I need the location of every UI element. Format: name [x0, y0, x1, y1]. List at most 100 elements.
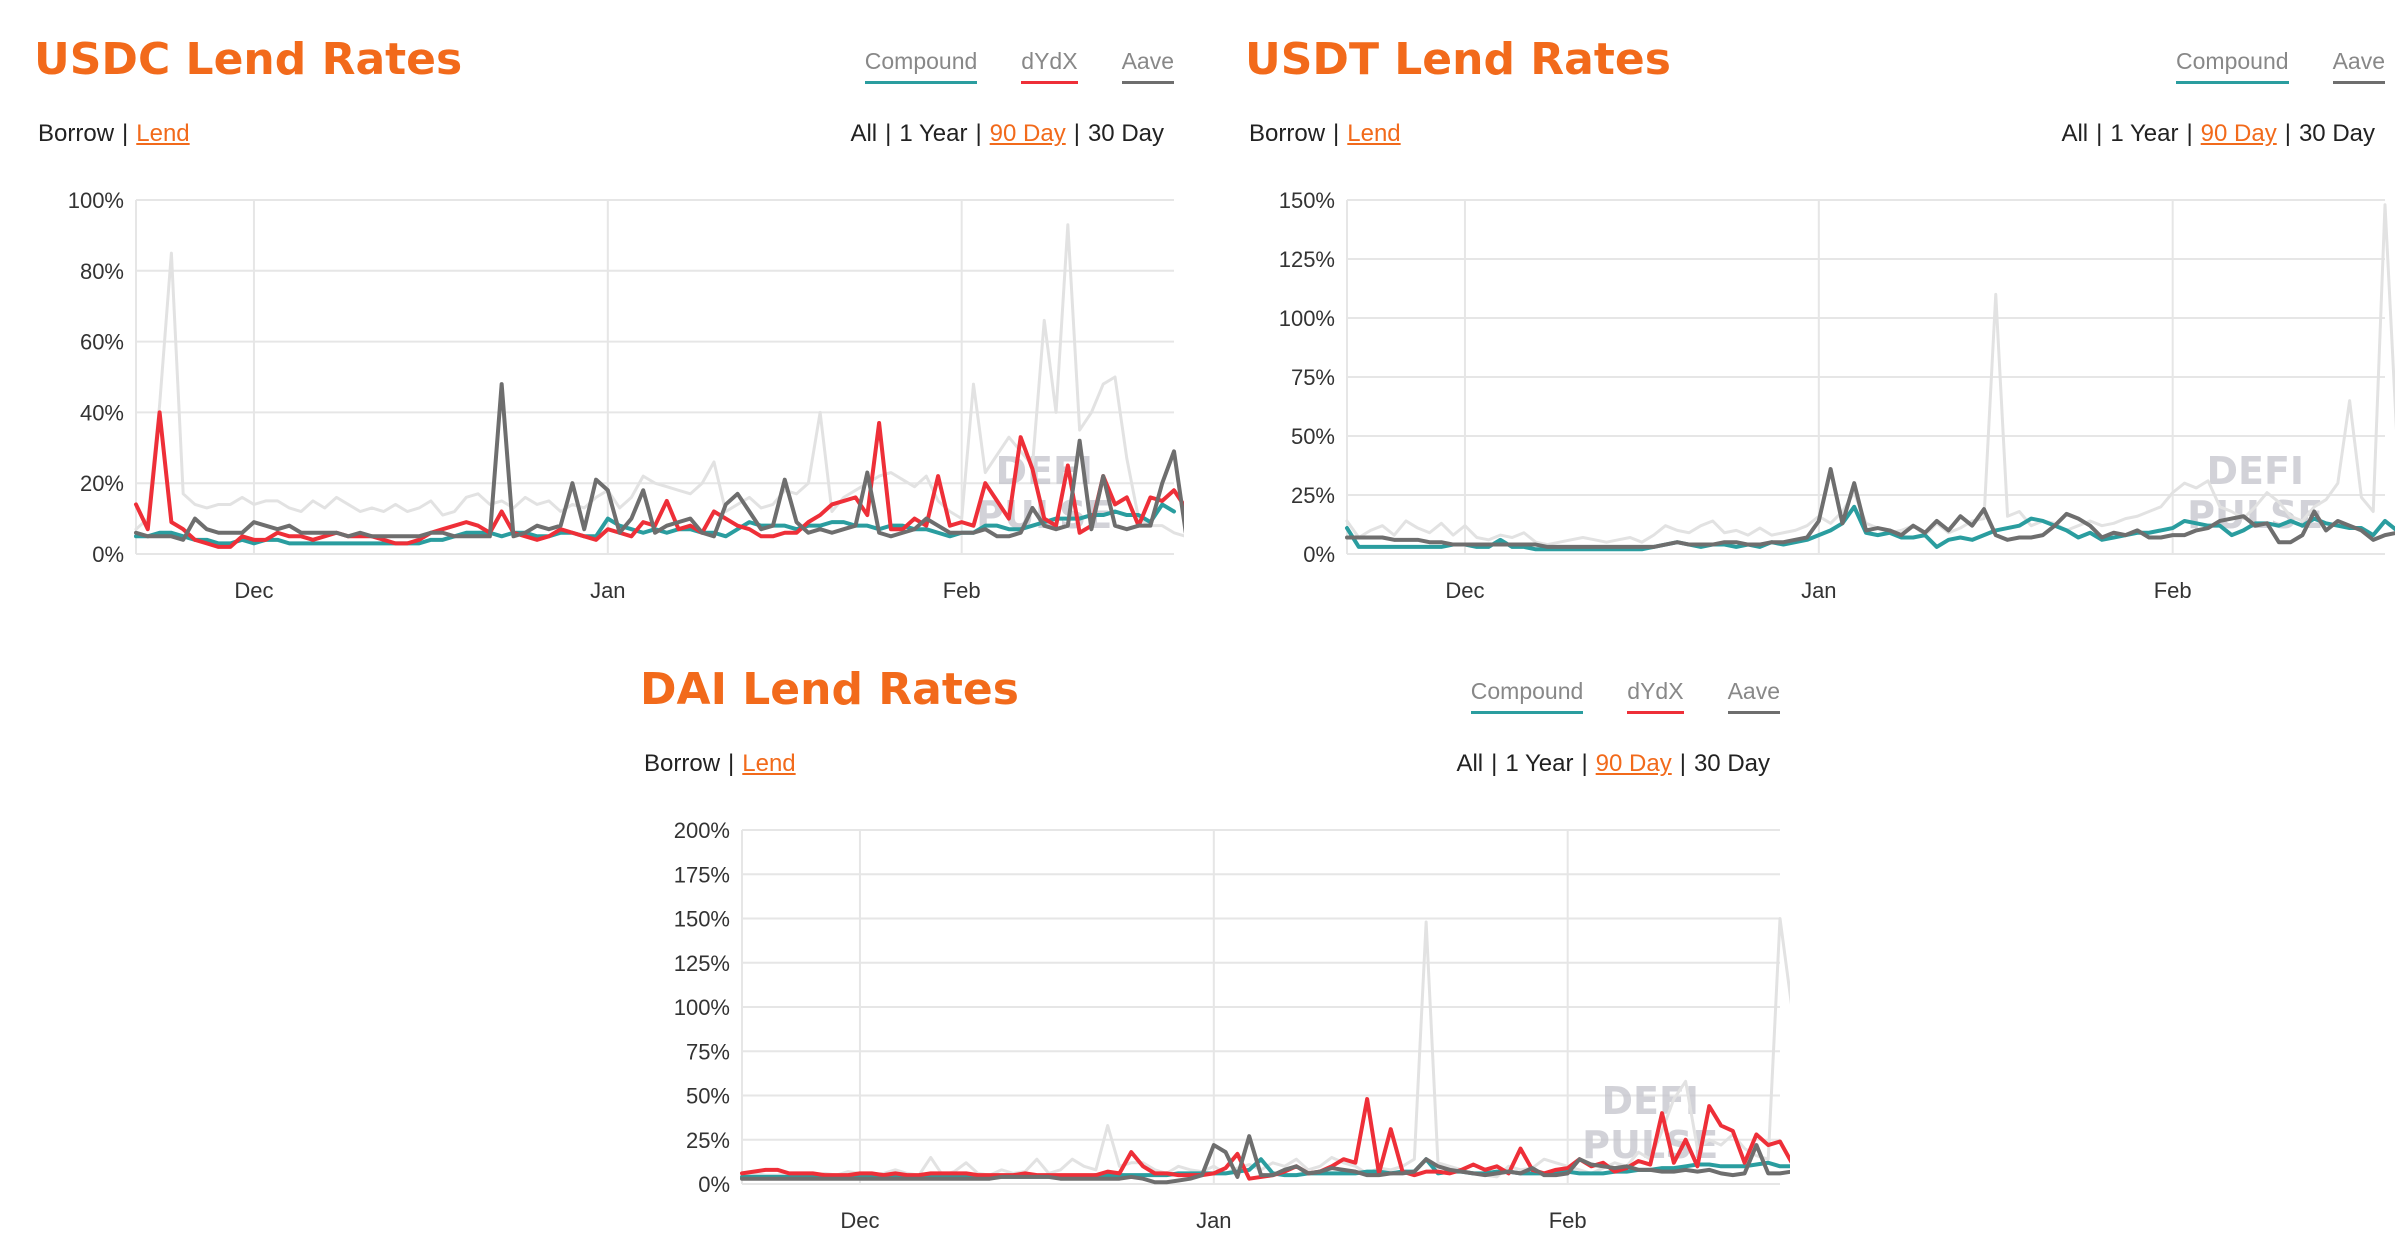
legend-compound[interactable]: Compound [1470, 678, 1584, 714]
separator: | [1491, 750, 1498, 777]
legend-aave[interactable]: Aave [2332, 48, 2385, 84]
usdt-chart: 0% 25% 50% 75% 100% 125% 150% Dec Jan Feb DEFIPULS… [1279, 188, 2395, 603]
borrow-toggle[interactable]: Borrow [38, 120, 115, 147]
dai-panel: DAI Lend Rates Compound dYdX Aave Borrow… [630, 644, 1790, 1244]
separator: | [2096, 120, 2103, 147]
separator: | [885, 120, 892, 147]
x-tick-label: Dec [1445, 578, 1484, 603]
usdt-panel: USDT Lend Rates Compound Aave Borrow | Len… [1235, 14, 2395, 614]
series-background-line [134, 223, 1184, 538]
lend-toggle[interactable]: Lend [742, 750, 796, 777]
panel-title: DAI Lend Rates [640, 664, 1019, 715]
x-tick-label: Feb [943, 578, 981, 603]
series-aave-line [1345, 467, 2395, 549]
range-30-day[interactable]: 30 Day [2298, 120, 2375, 147]
legend-compound[interactable]: Compound [864, 48, 978, 84]
grid [741, 829, 1780, 1185]
y-tick-label: 150% [1279, 188, 1335, 213]
mode-toggle: Borrow | Lend [644, 750, 796, 778]
range-toggle: All | 1 Year | 90 Day | 30 Day [1456, 750, 1770, 778]
range-90-day[interactable]: 90 Day [2200, 120, 2277, 147]
grid [1346, 199, 2385, 555]
separator: | [122, 120, 129, 147]
range-all[interactable]: All [850, 120, 878, 147]
range-toggle: All | 1 Year | 90 Day | 30 Day [850, 120, 1164, 148]
legend: Compound dYdX Aave [1470, 678, 1780, 714]
y-tick-label: 100% [68, 188, 124, 213]
lend-toggle[interactable]: Lend [136, 120, 190, 147]
range-1-year[interactable]: 1 Year [2110, 120, 2179, 147]
y-tick-label: 125% [1279, 247, 1335, 272]
x-tick-label: Feb [1549, 1208, 1587, 1233]
series-background-line [1345, 203, 2395, 547]
y-tick-label: 0% [1303, 542, 1335, 567]
panel-title: USDT Lend Rates [1245, 34, 1671, 85]
range-1-year[interactable]: 1 Year [1505, 750, 1574, 777]
y-tick-label: 100% [674, 995, 730, 1020]
borrow-toggle[interactable]: Borrow [644, 750, 721, 777]
series-aave-line [134, 382, 1184, 542]
range-1-year[interactable]: 1 Year [899, 120, 968, 147]
y-tick-label: 40% [80, 400, 124, 425]
x-tick-label: Dec [840, 1208, 879, 1233]
y-tick-label: 50% [1291, 424, 1335, 449]
series-compound-line [1345, 504, 2395, 552]
y-tick-label: 150% [674, 907, 730, 932]
watermark-line-1: DEFI [2206, 449, 2304, 493]
series-aave-line [740, 1134, 1790, 1185]
y-tick-label: 125% [674, 951, 730, 976]
separator: | [2186, 120, 2193, 147]
range-90-day[interactable]: 90 Day [989, 120, 1066, 147]
legend: Compound Aave [2176, 48, 2385, 84]
x-tick-label: Jan [590, 578, 625, 603]
x-tick-label: Jan [1196, 1208, 1231, 1233]
y-tick-label: 60% [80, 330, 124, 355]
range-30-day[interactable]: 30 Day [1693, 750, 1770, 777]
separator: | [1679, 750, 1686, 777]
y-tick-label: 175% [674, 862, 730, 887]
x-tick-label: Jan [1801, 578, 1836, 603]
y-tick-label: 50% [686, 1084, 730, 1109]
legend-dydx[interactable]: dYdX [1627, 678, 1684, 714]
separator: | [1073, 120, 1080, 147]
y-tick-label: 75% [686, 1039, 730, 1064]
y-tick-label: 20% [80, 471, 124, 496]
dai-chart: 0% 25% 50% 75% 100% 125% 150% 175% 200% Dec Jan Feb… [674, 818, 1790, 1233]
separator: | [1333, 120, 1340, 147]
y-tick-label: 100% [1279, 306, 1335, 331]
usdc-panel: USDC Lend Rates Compound dYdX Aave Borro… [24, 14, 1184, 614]
y-tick-label: 0% [698, 1172, 730, 1197]
range-all[interactable]: All [1456, 750, 1484, 777]
range-all[interactable]: All [2061, 120, 2089, 147]
legend: Compound dYdX Aave [864, 48, 1174, 84]
mode-toggle: Borrow | Lend [38, 120, 190, 148]
separator: | [1581, 750, 1588, 777]
legend-compound[interactable]: Compound [2176, 48, 2289, 84]
y-tick-label: 80% [80, 259, 124, 284]
separator: | [975, 120, 982, 147]
separator: | [2284, 120, 2291, 147]
lend-toggle[interactable]: Lend [1347, 120, 1401, 147]
legend-dydx[interactable]: dYdX [1021, 48, 1078, 84]
mode-toggle: Borrow | Lend [1249, 120, 1401, 148]
separator: | [728, 750, 735, 777]
x-tick-label: Feb [2154, 578, 2192, 603]
borrow-toggle[interactable]: Borrow [1249, 120, 1326, 147]
legend-aave[interactable]: Aave [1121, 48, 1174, 84]
series-dydx-line [134, 410, 1184, 549]
panel-title: USDC Lend Rates [34, 34, 463, 85]
x-tick-label: Dec [234, 578, 273, 603]
watermark-line-2: PULSE [2187, 493, 2323, 537]
range-30-day[interactable]: 30 Day [1087, 120, 1164, 147]
range-toggle: All | 1 Year | 90 Day | 30 Day [2061, 120, 2375, 148]
legend-aave[interactable]: Aave [1727, 678, 1780, 714]
y-tick-label: 0% [92, 542, 124, 567]
y-tick-label: 75% [1291, 365, 1335, 390]
range-90-day[interactable]: 90 Day [1595, 750, 1672, 777]
y-tick-label: 25% [1291, 483, 1335, 508]
y-tick-label: 200% [674, 818, 730, 843]
y-tick-label: 25% [686, 1128, 730, 1153]
grid [135, 199, 1174, 555]
